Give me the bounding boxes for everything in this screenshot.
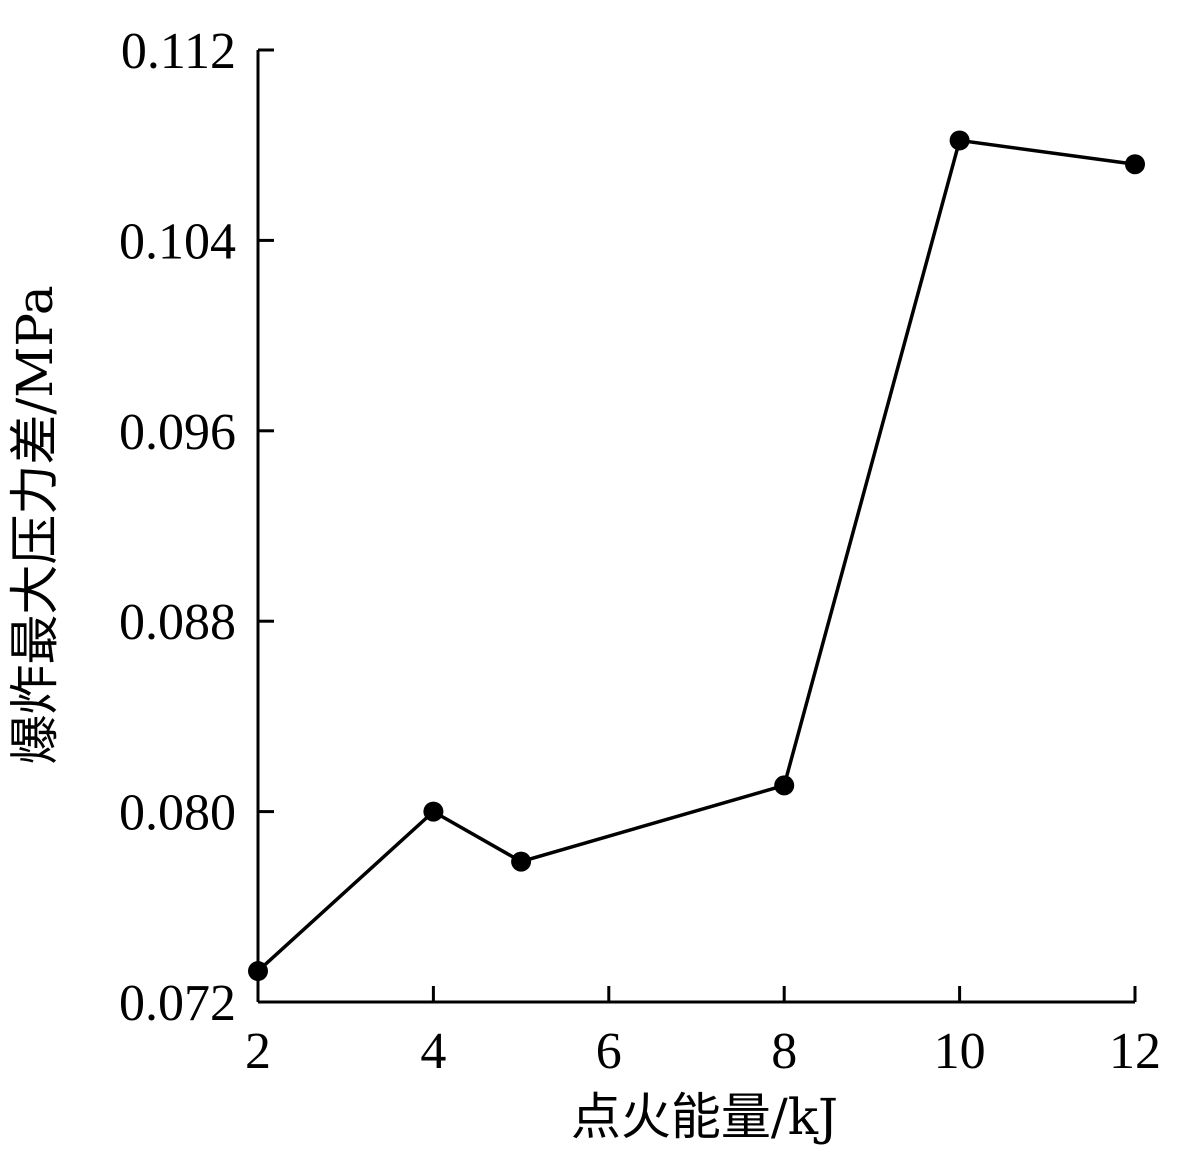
y-axis-title: 爆炸最大压力差/MPa [6,285,64,764]
data-point [423,801,444,822]
data-point [1125,154,1145,175]
series-line [256,138,1136,973]
x-tick-label: 2 [245,1023,271,1080]
x-tick-label: 8 [771,1023,797,1080]
x-tick-label: 6 [596,1023,622,1080]
y-tick-label: 0.112 [121,23,236,80]
data-point [511,851,532,872]
y-tick-label: 0.080 [119,785,236,842]
y-tick-label: 0.088 [119,594,236,651]
y-tick-label: 0.072 [119,975,236,1032]
data-point [248,961,268,982]
x-ticks: 2 4 6 8 10 12 [245,986,1161,1080]
series-layer [248,130,1145,982]
data-point [949,130,970,151]
data-point [774,775,795,796]
x-tick-label: 12 [1109,1023,1161,1080]
y-ticks: 0.072 0.080 0.088 0.096 0.104 0.112 [119,23,274,1032]
x-tick-label: 4 [420,1023,446,1080]
y-tick-label: 0.104 [119,213,236,270]
x-axis-title: 点火能量/kJ [571,1088,838,1146]
y-tick-label: 0.096 [119,404,236,461]
axes [256,50,1135,1004]
x-tick-label: 10 [934,1023,986,1080]
